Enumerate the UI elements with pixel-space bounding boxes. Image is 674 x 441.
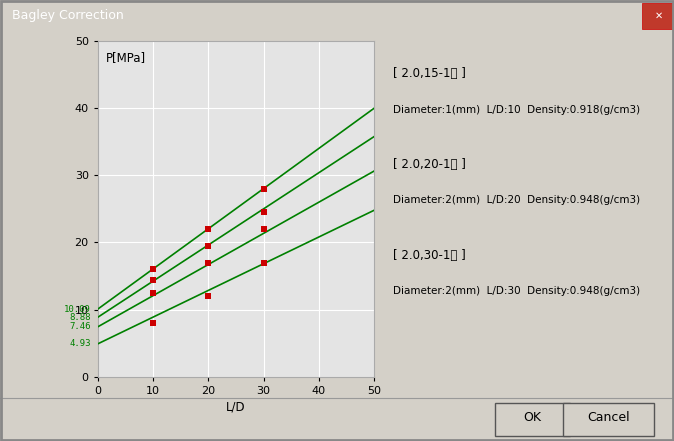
Text: Diameter:2(mm)  L/D:20  Density:0.948(g/cm3): Diameter:2(mm) L/D:20 Density:0.948(g/cm… <box>393 195 640 206</box>
Text: [ 2.0,20-1高 ]: [ 2.0,20-1高 ] <box>393 158 466 172</box>
Text: ✕: ✕ <box>654 11 663 21</box>
Text: P[MPa]: P[MPa] <box>106 51 146 64</box>
FancyBboxPatch shape <box>495 403 570 436</box>
Text: 10.09: 10.09 <box>64 305 91 314</box>
Text: [ 2.0,15-1高 ]: [ 2.0,15-1高 ] <box>393 67 466 81</box>
Text: Diameter:1(mm)  L/D:10  Density:0.918(g/cm3): Diameter:1(mm) L/D:10 Density:0.918(g/cm… <box>393 105 640 115</box>
Text: Cancel: Cancel <box>587 411 630 424</box>
Text: 7.46: 7.46 <box>69 322 91 331</box>
Text: OK: OK <box>524 411 541 424</box>
Text: 8.88: 8.88 <box>69 313 91 322</box>
Text: Bagley Correction: Bagley Correction <box>12 9 124 22</box>
Text: Diameter:2(mm)  L/D:30  Density:0.948(g/cm3): Diameter:2(mm) L/D:30 Density:0.948(g/cm… <box>393 286 640 296</box>
FancyBboxPatch shape <box>642 3 674 29</box>
Text: [ 2.0,30-1高 ]: [ 2.0,30-1高 ] <box>393 249 466 262</box>
Text: 4.93: 4.93 <box>69 340 91 348</box>
X-axis label: L/D: L/D <box>226 400 246 413</box>
FancyBboxPatch shape <box>563 403 654 436</box>
